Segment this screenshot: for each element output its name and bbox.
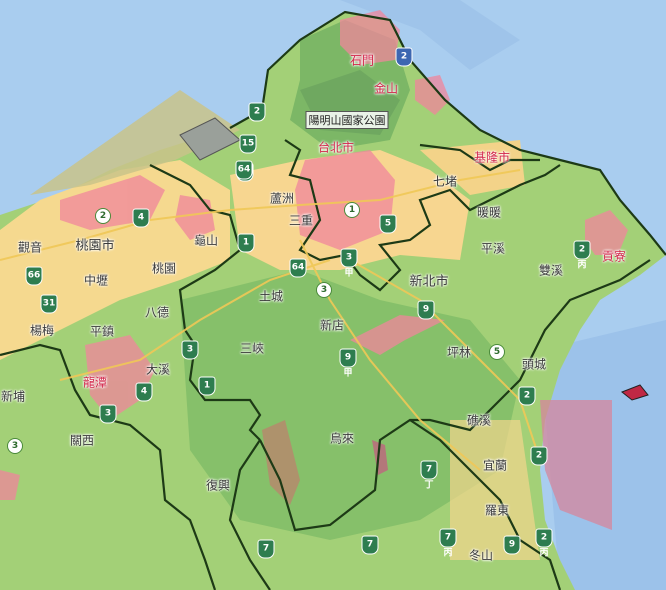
place-label-jiaoxi: 礁溪 [466,413,492,428]
road-shield-icon: 3 [316,282,332,298]
alert-zone-sea [540,400,612,530]
sea-shade [340,0,520,70]
place-label-guanyin: 觀音 [17,240,43,255]
place-label-sanxia: 三峽 [239,341,265,356]
road-shield-icon: 2 [530,446,548,466]
place-label-guishan: 龜山 [193,233,219,248]
place-label-wulai: 烏來 [329,431,355,446]
place-label-longtan: 龍潭 [82,375,108,390]
place-label-shuangxi: 雙溪 [538,263,564,278]
place-label-nuannuan: 暖暖 [476,205,502,220]
place-label-shimen: 石門 [349,53,375,68]
place-label-keelung: 基隆市 [473,150,511,165]
road-shield-icon: 9 [503,535,521,555]
road-shield-icon: 15 [239,134,257,154]
road-shield-icon: 3 [99,404,117,424]
place-label-xinpu: 新埔 [0,389,26,404]
road-shield-icon: 5 [489,344,505,360]
road-shield-icon: 9甲 [339,348,357,379]
place-label-dongshan: 冬山 [468,548,494,563]
road-shield-icon: 66 [25,266,43,286]
place-label-toucheng: 頭城 [521,357,547,372]
road-shield-icon: 3甲 [340,248,358,279]
road-shield-icon: 1 [237,233,255,253]
place-label-pinglin: 坪林 [446,345,472,360]
place-label-taipei: 台北市 [317,140,355,155]
alert-zone-small [372,440,388,475]
place-label-luodong: 羅東 [484,503,510,518]
place-label-jinshan: 金山 [373,81,399,96]
place-label-luzhou: 蘆洲 [269,191,295,206]
road-shield-icon: 9 [417,300,435,320]
place-label-guanxi: 關西 [69,433,95,448]
place-label-yangmei: 楊梅 [29,323,55,338]
road-shield-icon: 2 [248,102,266,122]
urban-taoyuan [0,160,230,360]
road-shield-icon: 3 [7,438,23,454]
road-shield-icon: 4 [135,382,153,402]
road-shield-icon: 4 [132,208,150,228]
place-label-gongliao: 貢寮 [601,249,627,264]
urban-keelung [420,140,525,195]
road-shield-icon: 1 [198,376,216,396]
road-shield-icon: 2丙 [573,240,591,271]
coastal-zone [30,90,240,195]
road-shield-icon: 3 [181,340,199,360]
road-shield-icon: 7丁 [420,460,438,491]
place-label-xindian: 新店 [319,318,345,333]
place-label-sanchong: 三重 [288,213,314,228]
road-shield-icon: 7丙 [439,528,457,559]
road-shield-icon: 64 [289,258,307,278]
road-shield-icon: 7 [257,539,275,559]
place-label-taoyuan: 桃園市 [75,238,115,254]
road-shield-icon: 7 [361,535,379,555]
road-shield-icon: 2 [518,386,536,406]
county-borders [0,10,666,590]
place-label-daxi: 大溪 [145,362,171,377]
place-label-yilan: 宜蘭 [482,458,508,473]
place-label-tucheng: 土城 [258,289,284,304]
road-shield-icon: 5 [379,214,397,234]
place-label-qidu: 七堵 [432,174,458,189]
place-label-pingzhen: 平鎮 [89,324,115,339]
road-shield-icon: 2丙 [535,528,553,559]
place-label-yangmingshan: 陽明山國家公園 [305,111,389,129]
road-shield-icon: 64 [235,160,253,180]
road-shield-icon: 31 [40,294,58,314]
road-shield-icon: 1 [344,202,360,218]
road-shield-icon: 2 [395,47,413,67]
place-label-pingxi: 平溪 [480,241,506,256]
place-label-taoyuandist: 桃園 [151,261,177,276]
place-label-zhongli: 中壢 [83,273,109,288]
urban-yilan [450,420,540,560]
guishan-island [621,384,649,401]
road-shield-icon: 2 [95,208,111,224]
place-label-newtaipei: 新北市 [409,274,449,290]
alert-zone-brown [262,420,300,505]
place-label-bade: 八德 [144,305,170,320]
place-label-fuxing: 復興 [205,478,231,493]
